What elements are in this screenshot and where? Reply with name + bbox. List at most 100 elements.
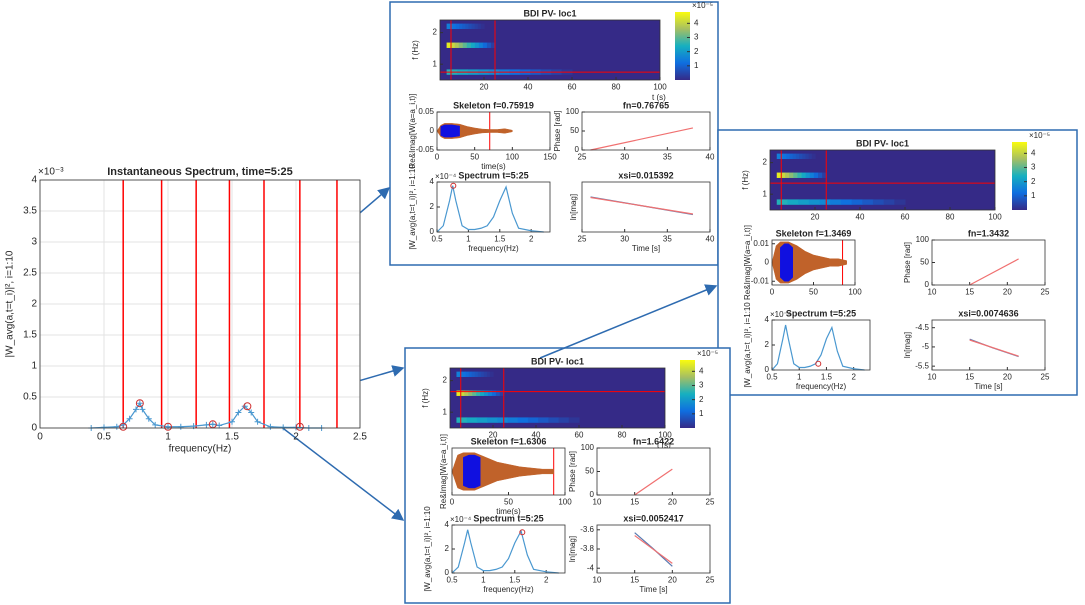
heat-cell [787,199,799,205]
heat-cell [818,172,823,178]
y-tick-label: 0.5 [23,392,37,403]
heat-cell [776,153,781,160]
heat-cell [455,23,460,30]
y-tick-label: 2 [433,28,438,37]
y-tick-label: -3.6 [580,525,594,534]
heat-cell [471,23,476,30]
y-tick-label: 0 [765,365,770,374]
x-tick-label: 1 [797,372,802,381]
heat-cell [789,172,794,178]
heat-cell [468,23,473,30]
x-tick-label: 50 [809,287,818,296]
axes-box [451,447,566,496]
y-exponent: ×10⁻³ [38,167,64,178]
heat-cell [476,390,481,396]
heat-cell [776,199,788,205]
peak-marker [119,422,128,431]
colorbar-tick-label: 2 [699,395,704,404]
x-tick-label: 2 [851,372,856,381]
x-tick-label: 2 [293,432,299,443]
y-tick-label: 2 [430,202,435,211]
x-tick-label: 0.5 [446,575,458,584]
heat-cell [792,153,797,160]
axes-box [436,111,551,151]
peak-marker [135,399,144,408]
x-tick-label: 2 [544,575,549,584]
heat-cell [456,417,468,423]
chart-title: fn=0.76765 [623,100,669,110]
axes-box [931,319,1046,371]
x-axis-label: frequency(Hz) [169,444,232,455]
y-tick-label: 1 [443,407,448,416]
point-marker [113,423,120,430]
heat-cell [568,417,580,423]
x-tick-label: 30 [620,234,629,243]
chart-title: BDI PV- loc1 [523,8,576,18]
chart-title: Skeleton f=1.3469 [776,228,852,238]
x-axis-label: t (s) [657,441,671,450]
chart-title: Spectrum t=5:25 [786,308,856,318]
y-axis-label: f (Hz) [411,40,420,60]
y-axis-label: Re&Imag[W(a=a_i,t)] [743,225,752,300]
x-tick-label: 20 [811,212,820,221]
colorbar-tick-label: 1 [1031,191,1036,200]
x-axis-label: time(s) [496,507,521,516]
heat-cell [487,417,498,423]
y-tick-label: 2 [445,544,450,553]
point-marker [145,415,152,422]
x-tick-label: 25 [578,152,587,161]
x-tick-label: 0 [770,287,775,296]
heat-cell [462,42,468,48]
y-tick-label: -5 [922,342,930,351]
heat-cell [497,417,509,423]
y-tick-label: 4 [445,520,450,529]
x-tick-label: 20 [480,82,489,91]
point-marker [203,421,210,428]
heat-cell [480,23,485,30]
heat-cell [462,23,466,30]
x-tick-label: 1.5 [494,234,506,243]
x-tick-label: 80 [612,82,621,91]
y-tick-label: 0 [430,227,435,236]
y-axis-label: Re&Imag[W(a=a_i,t)] [439,434,448,509]
heat-cell [462,371,467,378]
heat-cell [446,42,452,48]
data-line [590,196,694,215]
x-axis-label: Time [s] [639,585,667,594]
heat-cell [527,417,539,423]
x-tick-label: 40 [856,212,865,221]
y-tick-label: 2 [443,376,448,385]
x-axis-label: frequency(Hz) [796,382,847,391]
point-marker [101,424,107,431]
y-tick-label: -5.5 [915,361,929,370]
x-tick-label: 20 [489,430,498,439]
x-tick-label: 10 [928,287,937,296]
x-tick-label: 30 [620,152,629,161]
point-marker [209,421,216,428]
colorbar-tick-label: 4 [699,366,704,375]
heat-cell [450,42,456,48]
colorbar [680,360,695,428]
heat-cell [793,172,798,178]
x-tick-label: 100 [658,430,672,439]
peak-marker [450,182,457,189]
peak-marker [519,529,526,536]
x-axis-label: Time [s] [974,382,1002,391]
heat-cell [458,42,464,48]
heat-cell [894,199,906,205]
heat-cell [779,153,784,160]
heat-cell [468,390,473,396]
heat-cell [465,371,470,378]
heat-cell [802,153,806,160]
heat-cell [476,417,488,423]
x-tick-label: 60 [568,82,577,91]
y-axis-label: Phase [rad] [568,451,577,492]
x-tick-label: 150 [543,152,557,161]
axes-box [771,239,856,286]
heat-cell [456,390,461,396]
y-exponent: ×10⁻⁴ [435,172,457,181]
x-axis-label: frequency(Hz) [483,585,534,594]
x-tick-label: 0.5 [766,372,778,381]
x-tick-label: 0.5 [431,234,443,243]
x-tick-label: 80 [618,430,627,439]
